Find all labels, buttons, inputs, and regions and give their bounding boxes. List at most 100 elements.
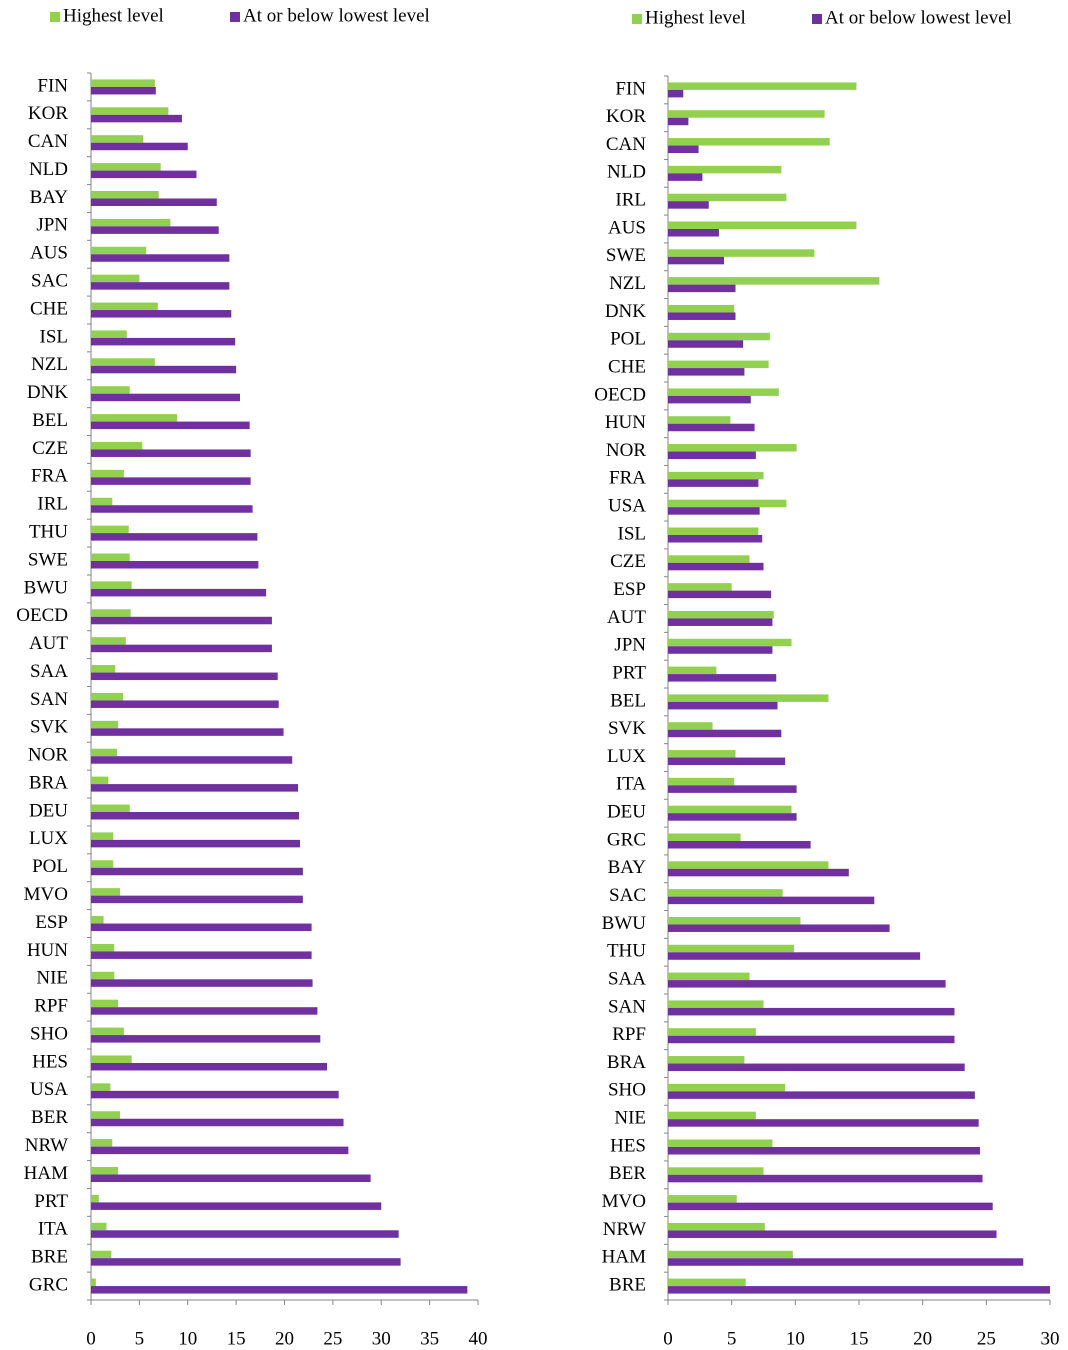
bar xyxy=(668,972,750,981)
bar xyxy=(91,107,169,115)
bar xyxy=(668,1028,756,1036)
bar xyxy=(668,416,731,424)
bar xyxy=(91,776,109,785)
bar xyxy=(91,644,272,653)
bar xyxy=(91,1083,111,1091)
y-tick-label: SAC xyxy=(31,271,68,292)
y-tick-label: RPF xyxy=(612,1024,646,1045)
bar xyxy=(668,535,763,543)
bar xyxy=(668,1083,786,1092)
bar xyxy=(91,895,303,904)
bar xyxy=(91,421,250,430)
bar xyxy=(91,804,130,812)
bar xyxy=(91,561,259,569)
y-tick-label: ISL xyxy=(40,326,69,347)
bar xyxy=(668,1230,997,1238)
bar xyxy=(668,1035,955,1044)
bar xyxy=(668,1222,765,1231)
y-tick-label: DNK xyxy=(27,382,68,403)
x-tick-label: 20 xyxy=(913,1328,932,1349)
bar xyxy=(668,527,759,535)
y-tick-label: FRA xyxy=(609,468,646,489)
bar xyxy=(668,117,689,126)
y-tick-label: AUS xyxy=(608,217,646,238)
y-tick-label: DNK xyxy=(605,301,646,322)
bar xyxy=(668,444,797,452)
bar xyxy=(668,1147,980,1155)
bar xyxy=(91,1222,107,1231)
bar xyxy=(91,1202,382,1210)
bar xyxy=(91,581,132,589)
y-tick-label: HES xyxy=(610,1135,646,1156)
legend-swatch xyxy=(812,14,822,24)
y-tick-label: NOR xyxy=(28,745,68,766)
legend-swatch xyxy=(632,14,642,24)
bar xyxy=(668,1063,965,1072)
bar xyxy=(91,1027,124,1036)
bar xyxy=(91,218,171,227)
bar xyxy=(668,145,699,154)
y-tick-label: CZE xyxy=(610,551,646,572)
x-tick-label: 20 xyxy=(275,1328,294,1349)
bar xyxy=(668,896,875,905)
bar xyxy=(91,756,293,764)
legend-label: At or below lowest level xyxy=(243,5,430,26)
bar xyxy=(668,729,782,738)
bar xyxy=(91,365,237,374)
bar xyxy=(668,1286,1050,1294)
bar xyxy=(668,193,787,202)
y-tick-label: HAM xyxy=(24,1163,68,1184)
bar xyxy=(668,841,811,849)
bar xyxy=(91,1174,371,1183)
y-tick-label: USA xyxy=(608,496,646,517)
x-tick-label: 30 xyxy=(1041,1328,1060,1349)
y-tick-label: NLD xyxy=(607,162,646,183)
bar xyxy=(668,674,777,682)
bar xyxy=(668,610,774,619)
bar xyxy=(668,479,759,487)
y-tick-label: BAY xyxy=(30,187,69,208)
bar xyxy=(668,138,830,146)
bar xyxy=(91,469,124,478)
legend-label: Highest level xyxy=(63,5,164,26)
bar xyxy=(91,533,258,541)
x-tick-label: 10 xyxy=(786,1328,805,1349)
y-tick-label: NZL xyxy=(31,354,68,375)
bar xyxy=(668,813,797,821)
bar xyxy=(668,360,769,369)
bar xyxy=(91,190,159,199)
y-tick-label: ESP xyxy=(35,912,68,933)
bar xyxy=(668,1167,764,1175)
y-tick-label: AUT xyxy=(607,607,646,628)
y-tick-label: BAY xyxy=(608,857,647,878)
bar xyxy=(668,694,829,702)
bar xyxy=(668,590,772,599)
y-tick-label: NRW xyxy=(603,1219,646,1240)
bar xyxy=(91,1090,339,1099)
bar xyxy=(668,757,786,766)
bar xyxy=(668,1278,746,1287)
y-tick-label: RPF xyxy=(34,996,68,1017)
bar xyxy=(91,330,127,338)
y-tick-label: BEL xyxy=(32,410,68,431)
y-tick-label: SHO xyxy=(608,1080,646,1101)
bar xyxy=(668,1119,979,1127)
bar xyxy=(91,1258,401,1266)
y-tick-label: CAN xyxy=(606,134,646,155)
bar xyxy=(668,722,713,730)
bar xyxy=(668,221,857,229)
bar xyxy=(668,889,783,897)
y-tick-label: BRE xyxy=(609,1274,646,1295)
y-tick-label: GRC xyxy=(29,1274,68,1295)
bar xyxy=(668,555,750,563)
bar xyxy=(668,750,736,758)
bar xyxy=(91,1118,344,1127)
bar xyxy=(91,525,129,534)
bar xyxy=(91,1230,399,1238)
bar xyxy=(668,451,756,460)
y-tick-label: NIE xyxy=(614,1108,646,1129)
x-tick-label: 15 xyxy=(227,1328,246,1349)
bar xyxy=(668,201,709,209)
bar xyxy=(668,785,797,793)
